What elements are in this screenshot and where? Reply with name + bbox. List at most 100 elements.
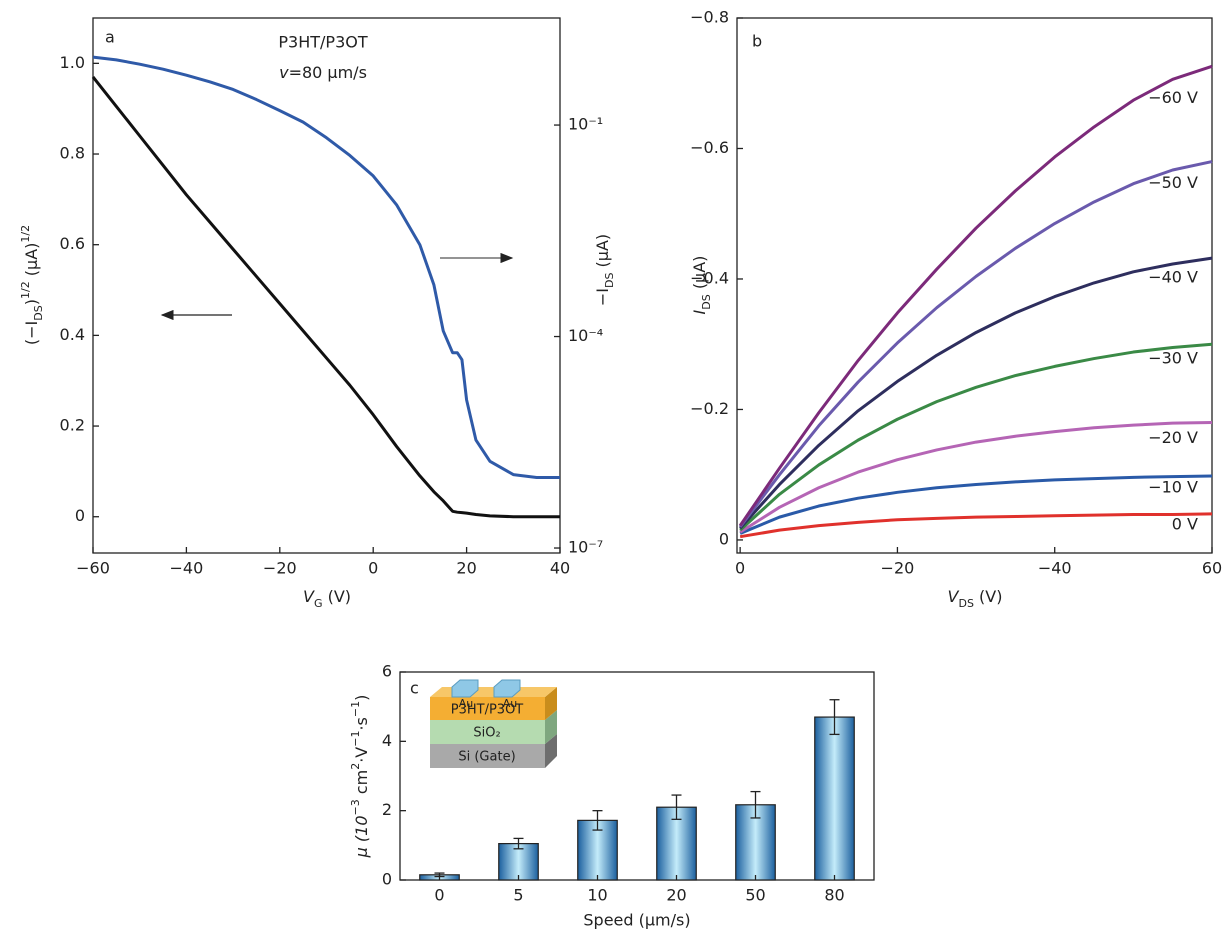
label-part: 1/2 (19, 225, 32, 243)
label-part: V (303, 587, 315, 606)
y2-tick-label: 10⁻¹ (568, 115, 603, 134)
x-tick-label: −20 (881, 559, 915, 578)
error-bar (513, 837, 524, 850)
label-part: −1 (349, 731, 362, 747)
x-tick-label: 0 (434, 886, 444, 905)
panel-label: a (105, 28, 115, 47)
series-label: −60 V (1148, 88, 1198, 107)
plot-frame (399, 671, 875, 881)
label-part: DS (700, 294, 713, 309)
y-tick-label: −0.6 (690, 138, 729, 157)
inset-label: Au (503, 697, 518, 710)
label-part: (−I (22, 321, 41, 345)
series-line (739, 474, 1213, 535)
y-tick-label: 4 (382, 731, 392, 750)
y-tick-label: 0 (75, 506, 85, 525)
error-bar (750, 790, 761, 819)
label-part: ·V (352, 747, 371, 763)
y-tick-label: −0.4 (690, 268, 729, 287)
x-axis-label: VG (V) (303, 587, 351, 610)
label-part: ) (352, 695, 371, 701)
annotation: P3HT/P3OT (278, 33, 367, 52)
label-part: (µA) (593, 234, 612, 273)
layer-side (545, 687, 557, 720)
y-tick-label: 0 (719, 529, 729, 548)
series-line (739, 512, 1213, 539)
y-axis-label: μ (10−3 cm2·V−1·s−1) (349, 695, 371, 859)
inset-label: P3HT/P3OT (451, 703, 524, 718)
y-tick-label: −0.8 (690, 8, 729, 27)
inset-label: Si (Gate) (458, 750, 515, 765)
label-part: ) (22, 299, 41, 305)
si-layer (430, 744, 545, 768)
y-tick-label: 0.6 (60, 234, 85, 253)
label-part: (µA) (22, 243, 41, 282)
x-tick-label: −60 (76, 559, 110, 578)
x-tick-label: 50 (745, 886, 765, 905)
x-tick-label: −40 (1038, 559, 1072, 578)
error-bar (671, 794, 682, 820)
plot-frame (736, 17, 1213, 554)
label-part: (µA) (690, 256, 709, 295)
y-tick-label: 1.0 (60, 53, 85, 72)
annotation: v=80 µm/s (279, 63, 367, 82)
y2-tick-label: 10⁻⁷ (568, 538, 603, 557)
x-tick-label: 40 (550, 559, 570, 578)
label-part: 2 (349, 763, 362, 770)
label-part: I (690, 309, 709, 314)
layer-side (545, 710, 557, 744)
x-tick-label: −20 (263, 559, 297, 578)
y-tick-label: 0.8 (60, 144, 85, 163)
y2-axis-label: −IDS (µA) (593, 234, 616, 306)
series-line (738, 64, 1213, 527)
x-tick-label: 80 (824, 886, 844, 905)
y-tick-label: 0.2 (60, 416, 85, 435)
x-tick-label: 0 (735, 559, 745, 578)
series-label: −40 V (1148, 268, 1198, 287)
plot-frame (92, 17, 561, 554)
label-part: V (948, 587, 960, 606)
bar (498, 842, 539, 881)
series-line (739, 256, 1213, 530)
x-tick-label: 10 (587, 886, 607, 905)
series-label: −10 V (1148, 478, 1198, 497)
x-axis-label: Speed (μm/s) (583, 911, 690, 930)
label-part: G (314, 597, 323, 610)
label-part: DS (32, 305, 45, 320)
inset-diagram: Au Au P3HT/P3OT SiO₂ Si (Gate) (430, 679, 557, 768)
series-label: −30 V (1148, 349, 1198, 368)
label-part: DS (603, 273, 616, 288)
error-bar (829, 699, 840, 736)
series-line (92, 55, 560, 480)
error-bar (592, 810, 603, 831)
x-tick-label: 20 (456, 559, 476, 578)
label-part: 1/2 (19, 281, 32, 299)
annotation-part: v (279, 63, 289, 82)
series-label: 0 V (1172, 514, 1198, 533)
label-part: −1 (349, 701, 362, 717)
series-line (738, 160, 1213, 528)
label-part: −3 (349, 799, 362, 815)
inset-label: SiO₂ (473, 726, 500, 741)
x-tick-label: 20 (666, 886, 686, 905)
series-label: −50 V (1148, 173, 1198, 192)
x-axis-label: VDS (V) (948, 587, 1003, 610)
series-label: −20 V (1148, 428, 1198, 447)
y2-tick-label: 10⁻⁴ (568, 326, 603, 345)
series-line (739, 342, 1213, 532)
inset-label: Au (459, 697, 474, 710)
au-electrode (493, 679, 521, 698)
panel-label: c (410, 679, 419, 698)
x-tick-label: 5 (513, 886, 523, 905)
y-tick-label: 6 (382, 662, 392, 681)
series-line (91, 76, 560, 519)
label-part: (V) (322, 587, 351, 606)
bar (814, 716, 855, 881)
label-part: (V) (974, 587, 1003, 606)
label-part: cm (352, 770, 371, 799)
label-part: −I (593, 288, 612, 306)
label-part: ·s (352, 717, 371, 730)
au-electrode (451, 679, 479, 698)
y-axis-label: IDS (µA) (690, 256, 713, 315)
